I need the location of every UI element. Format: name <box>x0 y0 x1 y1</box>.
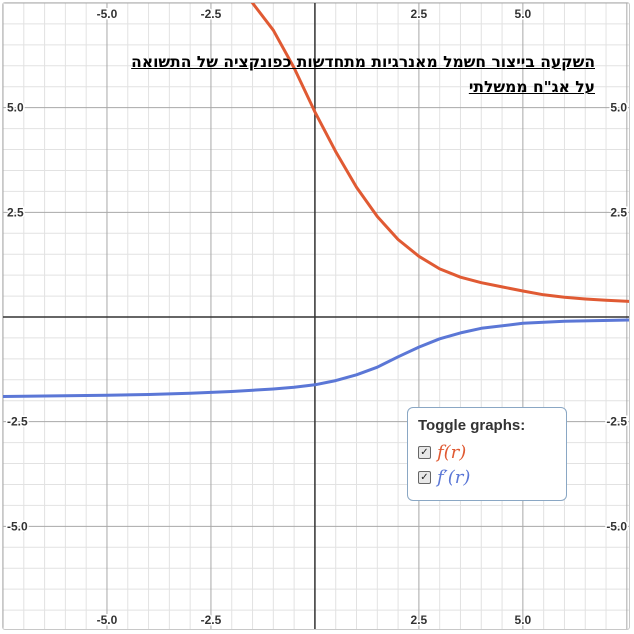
y-tick-label-right: 2.5 <box>610 205 627 219</box>
curve-f <box>251 3 629 303</box>
y-tick-label-left: 5.0 <box>7 101 24 115</box>
legend-item-f[interactable]: ✓ f(r) <box>418 440 556 465</box>
x-tick-label-bottom: -2.5 <box>201 613 222 627</box>
tick-labels: -5.0 -5.0 -2.5 -2.5 2.5 2.5 5.0 5.0 5.0 5.0 2.5 2.5… <box>6 6 629 629</box>
checkbox-f[interactable]: ✓ <box>418 446 431 459</box>
x-tick-label-bottom: 5.0 <box>515 613 532 627</box>
legend-label-f: f(r) <box>437 442 467 463</box>
curves <box>3 3 629 398</box>
curve-fprime <box>3 318 629 398</box>
y-tick-label-left: -5.0 <box>7 519 28 533</box>
plot-area[interactable]: -5.0 -5.0 -2.5 -2.5 2.5 2.5 5.0 5.0 5.0 5.0 2.5 2.5… <box>3 3 630 630</box>
y-tick-label-right: 5.0 <box>610 101 627 115</box>
x-tick-label-top: -2.5 <box>201 7 222 21</box>
chart-title-line-2: על אג"ח ממשלתי <box>468 78 595 96</box>
x-tick-label-top: 5.0 <box>515 7 532 21</box>
y-tick-label-right: -5.0 <box>606 519 627 533</box>
y-tick-label-left: 2.5 <box>7 205 24 219</box>
checkbox-fprime[interactable]: ✓ <box>418 471 431 484</box>
x-tick-label-bottom: 2.5 <box>411 613 428 627</box>
legend-heading: Toggle graphs: <box>418 417 526 434</box>
chart-title: השקעה בייצור חשמל מאנרגיות מתחדשות כפונק… <box>43 50 595 100</box>
y-tick-label-right: -2.5 <box>606 415 627 429</box>
chart-title-line-1: השקעה בייצור חשמל מאנרגיות מתחדשות כפונק… <box>131 53 595 71</box>
y-tick-label-left: -2.5 <box>7 415 28 429</box>
x-tick-label-top: -5.0 <box>97 7 118 21</box>
x-tick-label-top: 2.5 <box>411 7 428 21</box>
legend-item-fprime[interactable]: ✓ f′(r) <box>418 465 556 490</box>
axes <box>3 3 629 629</box>
legend-label-fprime: f′(r) <box>437 467 471 488</box>
x-tick-label-bottom: -5.0 <box>97 613 118 627</box>
legend-panel: Toggle graphs: ✓ f(r) ✓ f′(r) <box>407 407 567 501</box>
